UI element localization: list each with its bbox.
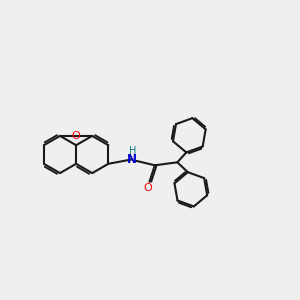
Text: H: H <box>129 146 136 156</box>
Text: O: O <box>72 131 80 141</box>
Text: N: N <box>127 153 137 166</box>
Text: O: O <box>143 183 152 194</box>
